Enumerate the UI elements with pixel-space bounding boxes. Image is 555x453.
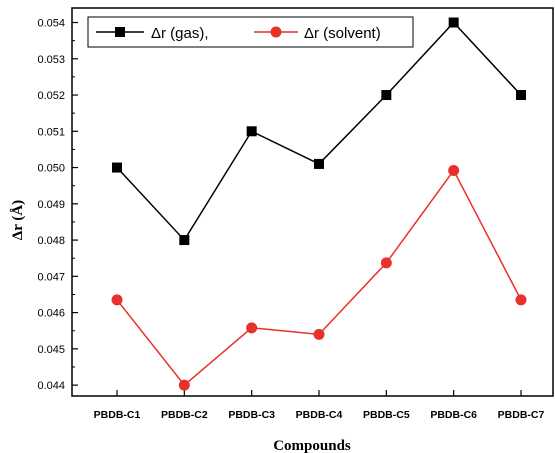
data-point-solvent [313,328,325,340]
legend-label-gas: Δr (gas), [151,25,209,42]
x-tick-label: PBDB-C6 [430,409,477,421]
y-tick-label: 0.045 [37,344,65,356]
plot-area-frame [71,7,554,397]
data-point-gas [448,17,459,28]
data-point-gas [179,235,190,246]
data-point-solvent [448,164,460,176]
data-point-gas [112,162,122,173]
x-axis-title: Compounds [273,438,351,453]
x-axis: PBDB-C1 PBDB-C2 PBDB-C3 PBDB-C4 PBDB-C5 PBDB-… [94,390,545,421]
data-point-gas [314,158,324,169]
x-tick-label: PBDB-C7 [498,409,545,421]
y-tick-label: 0.051 [37,126,65,138]
y-tick-label: 0.047 [37,271,65,283]
legend-marker-gas [115,27,125,37]
y-tick-label: 0.050 [37,163,65,175]
data-point-gas [246,126,257,137]
data-point-gas [516,90,526,101]
y-tick-label: 0.044 [37,380,65,392]
y-tick-label: 0.046 [37,308,65,320]
y-tick-label: 0.048 [37,235,65,247]
legend-marker-solvent [270,26,282,38]
data-point-gas [381,90,392,101]
x-tick-label: PBDB-C1 [94,409,141,421]
data-point-solvent [178,379,190,391]
x-tick-label: PBDB-C2 [161,409,208,421]
data-point-solvent [246,322,258,334]
x-tick-label: PBDB-C3 [228,409,275,421]
series-line-1 [116,169,522,387]
y-tick-label: 0.054 [37,18,65,30]
series-line-0 [116,21,522,242]
y-tick-label: 0.053 [37,54,65,66]
legend: Δr (gas), Δr (solvent) [87,16,414,48]
series-layer [111,17,527,391]
legend-label-solvent: Δr (solvent) [304,25,381,42]
y-axis: 0.044 0.045 0.046 0.047 0.048 0.049 0.050 0.051… [37,18,78,392]
x-tick-label: PBDB-C4 [296,409,343,421]
y-tick-label: 0.049 [37,199,65,211]
y-tick-label: 0.052 [37,90,65,102]
data-point-solvent [380,257,392,269]
x-tick-label: PBDB-C5 [363,409,410,421]
data-point-solvent [515,294,527,306]
data-point-solvent [111,294,123,306]
y-axis-title: Δr (Å) [10,200,26,240]
